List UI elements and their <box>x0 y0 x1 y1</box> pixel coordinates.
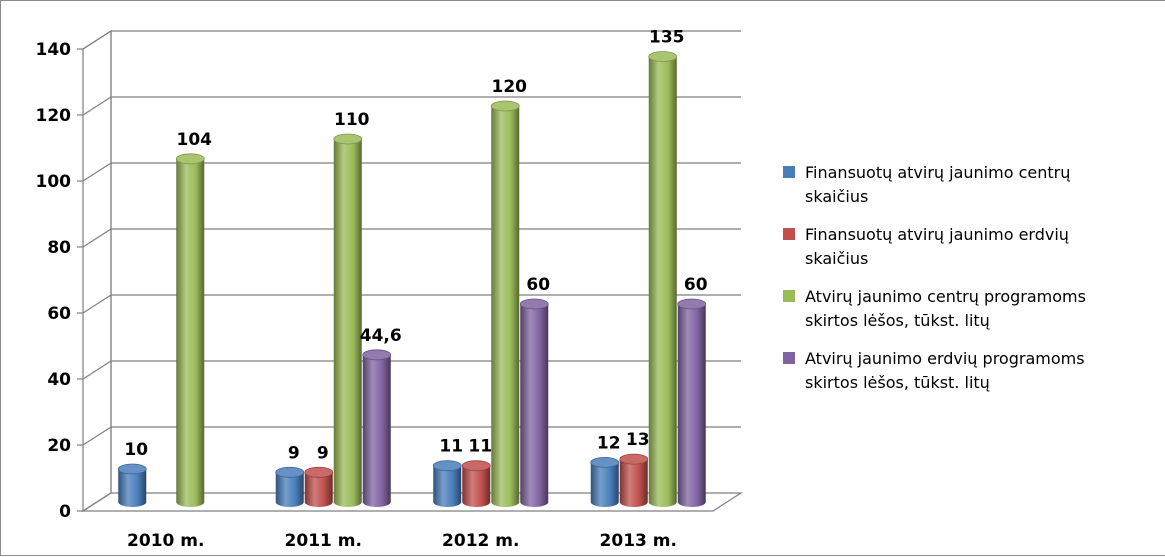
bar-s4-2 <box>362 349 392 508</box>
gridline-diag-1 <box>82 426 112 446</box>
bars <box>117 51 707 508</box>
data-label-s4-2: 44,6 <box>360 326 402 346</box>
data-label-s4-3: 60 <box>526 275 550 295</box>
x-tick-label-1: 2010 m. <box>127 531 204 551</box>
bar-top-s1-3 <box>432 460 462 472</box>
data-label-s1-3: 11 <box>439 437 463 457</box>
y-tick-label-3: 60 <box>47 304 71 324</box>
gridlines <box>77 30 741 512</box>
bar-top-s2-4 <box>619 453 649 465</box>
data-label-s1-2: 9 <box>288 443 300 463</box>
y-tick-label-1: 20 <box>47 436 71 456</box>
legend-item-series-4: Atvirų jaunimo erdvių programoms skirtos… <box>783 347 1163 395</box>
bar-body-s3-4 <box>648 56 677 508</box>
data-label-s2-3: 11 <box>468 437 492 457</box>
x-tick-label-2: 2011 m. <box>285 531 362 551</box>
bar-body-s4-3 <box>520 304 549 508</box>
y-tick-label-7: 140 <box>36 40 72 60</box>
legend-swatch-2 <box>783 228 795 240</box>
bar-s3-1 <box>175 153 205 508</box>
bar-s1-1 <box>117 463 147 508</box>
legend-swatch-4 <box>783 352 795 364</box>
legend-item-series-1: Finansuotų atvirų jaunimo centrų skaičiu… <box>783 161 1163 209</box>
bar-body-s1-4 <box>590 462 619 508</box>
bar-top-s3-4 <box>648 51 678 62</box>
gridline-diag-3 <box>82 294 112 314</box>
legend-label-3: Atvirų jaunimo centrų programoms skirtos… <box>805 287 1086 330</box>
bar-top-s1-4 <box>590 456 620 468</box>
legend-swatch-1 <box>783 166 795 178</box>
data-label-s3-4: 135 <box>649 28 685 48</box>
y-tick-label-4: 80 <box>47 238 71 258</box>
bar-top-s2-2 <box>304 466 334 478</box>
y-tick-label-0: 0 <box>59 502 71 522</box>
y-tick-label-6: 120 <box>36 106 72 126</box>
bar-body-s1-1 <box>118 469 147 508</box>
data-label-s2-2: 9 <box>317 443 329 463</box>
y-axis-ticks: 0 20 40 60 80 100 120 140 <box>36 40 72 522</box>
legend-label-2: Finansuotų atvirų jaunimo erdvių skaičiu… <box>805 225 1069 268</box>
bar-body-s1-3 <box>433 465 462 507</box>
bar-s1-4 <box>590 456 620 508</box>
data-label-s1-1: 10 <box>124 440 148 460</box>
bar-s3-2 <box>333 133 363 508</box>
bar-body-s1-2 <box>275 472 304 508</box>
data-label-s1-4: 12 <box>597 433 621 453</box>
bar-body-s4-4 <box>677 304 706 508</box>
data-label-s3-3: 120 <box>492 77 528 97</box>
legend-swatch-3 <box>783 290 795 302</box>
legend: Finansuotų atvirų jaunimo centrų skaičiu… <box>783 161 1163 409</box>
bar-top-s3-2 <box>333 133 363 145</box>
bar-top-s1-1 <box>117 463 147 475</box>
bar-body-s4-2 <box>362 354 391 508</box>
bar-s2-2 <box>304 466 334 508</box>
gridline-diag-6 <box>82 96 112 116</box>
bar-top-s4-3 <box>519 298 549 310</box>
x-tick-label-3: 2012 m. <box>442 531 519 551</box>
legend-item-series-3: Atvirų jaunimo centrų programoms skirtos… <box>783 285 1163 333</box>
legend-label-1: Finansuotų atvirų jaunimo centrų skaičiu… <box>805 163 1071 206</box>
bar-s2-3 <box>461 460 491 508</box>
bar-s1-3 <box>432 460 462 507</box>
bar-body-s2-2 <box>304 472 333 508</box>
legend-item-series-2: Finansuotų atvirų jaunimo erdvių skaičiu… <box>783 223 1163 271</box>
legend-label-4: Atvirų jaunimo erdvių programoms skirtos… <box>805 349 1085 392</box>
chart-walls <box>80 29 744 513</box>
bar-top-s1-2 <box>275 466 305 478</box>
bar-body-s3-1 <box>176 158 205 508</box>
x-axis-categories: 2010 m. 2011 m. 2012 m. 2013 m. <box>127 531 677 551</box>
bar-top-s2-3 <box>461 460 491 472</box>
side-wall <box>82 29 112 513</box>
gridline-diag-2 <box>82 360 112 380</box>
bar-body-s2-3 <box>462 465 491 508</box>
gridline-diag-5 <box>82 162 112 182</box>
gridline-diag-4 <box>82 228 112 248</box>
bar-s2-4 <box>619 453 649 508</box>
gridline-diag-0 <box>82 492 112 512</box>
bar-body-s3-3 <box>491 106 520 508</box>
bar-s1-2 <box>275 466 305 508</box>
bar-s3-4 <box>648 51 678 508</box>
y-tick-label-2: 40 <box>47 370 71 390</box>
gridline-diag-7 <box>82 30 112 50</box>
bar-s4-4 <box>677 298 707 508</box>
x-tick-label-4: 2013 m. <box>600 531 677 551</box>
data-label-s2-4: 13 <box>626 430 650 450</box>
bar-top-s3-3 <box>490 100 520 112</box>
data-label-s3-1: 104 <box>177 130 213 150</box>
bar-top-s3-1 <box>175 153 205 165</box>
data-label-s3-2: 110 <box>334 110 370 130</box>
y-tick-label-5: 100 <box>36 172 72 192</box>
bar-s3-3 <box>490 100 520 508</box>
data-labels: 10 104 9 9 110 44,6 11 11 120 60 12 13 135 60 <box>124 28 707 464</box>
bar-top-s4-4 <box>677 298 707 310</box>
bar-body-s2-4 <box>619 459 648 508</box>
bar-top-s4-2 <box>362 349 392 361</box>
data-label-s4-4: 60 <box>684 275 708 295</box>
bar-s4-3 <box>519 298 549 508</box>
bar-body-s3-2 <box>333 139 362 508</box>
